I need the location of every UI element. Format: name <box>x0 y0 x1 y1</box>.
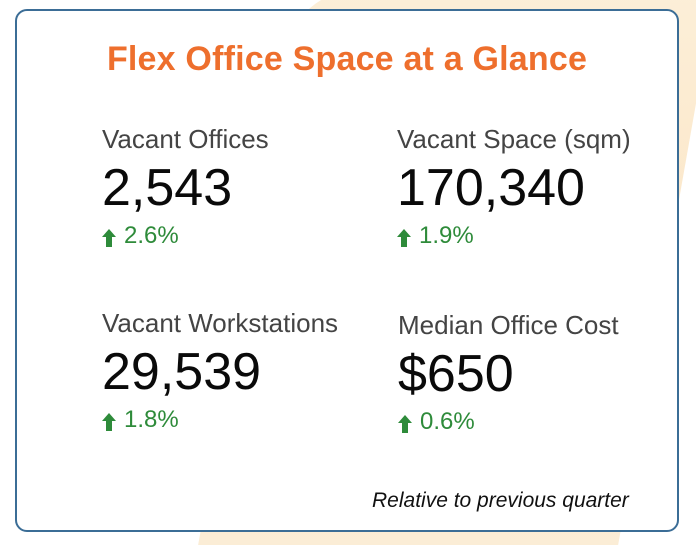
metric-change-value: 1.9% <box>419 222 474 249</box>
metric-change: 1.8% <box>102 408 338 432</box>
metric-value: 170,340 <box>397 159 585 217</box>
metric-change-value: 1.8% <box>124 406 179 433</box>
metric-vacant-workstations: Vacant Workstations 29,539 1.8% <box>102 310 338 432</box>
metric-value: 2,543 <box>102 159 233 217</box>
arrow-up-icon <box>398 415 412 433</box>
arrow-up-icon <box>102 413 116 431</box>
metric-change: 2.6% <box>102 224 269 248</box>
footnote: Relative to previous quarter <box>372 489 629 512</box>
metric-change-value: 0.6% <box>420 408 475 435</box>
metric-change-value: 2.6% <box>124 222 179 249</box>
arrow-up-icon <box>102 229 116 247</box>
metric-label: Vacant Space (sqm) <box>397 124 631 154</box>
metric-label: Median Office Cost <box>398 310 619 340</box>
metric-vacant-offices: Vacant Offices 2,543 2.6% <box>102 126 269 248</box>
metric-label: Vacant Offices <box>102 124 269 154</box>
card-title: Flex Office Space at a Glance <box>106 40 588 78</box>
metric-label: Vacant Workstations <box>102 308 339 338</box>
metric-value: 29,539 <box>102 343 262 401</box>
arrow-up-icon <box>397 229 411 247</box>
metric-change: 1.9% <box>397 224 631 248</box>
metric-median-office-cost: Median Office Cost $650 0.6% <box>398 312 619 434</box>
metric-value: $650 <box>398 345 514 403</box>
metric-change: 0.6% <box>398 410 619 434</box>
summary-card: Flex Office Space at a Glance Vacant Off… <box>15 9 679 532</box>
metric-vacant-space: Vacant Space (sqm) 170,340 1.9% <box>397 126 631 248</box>
